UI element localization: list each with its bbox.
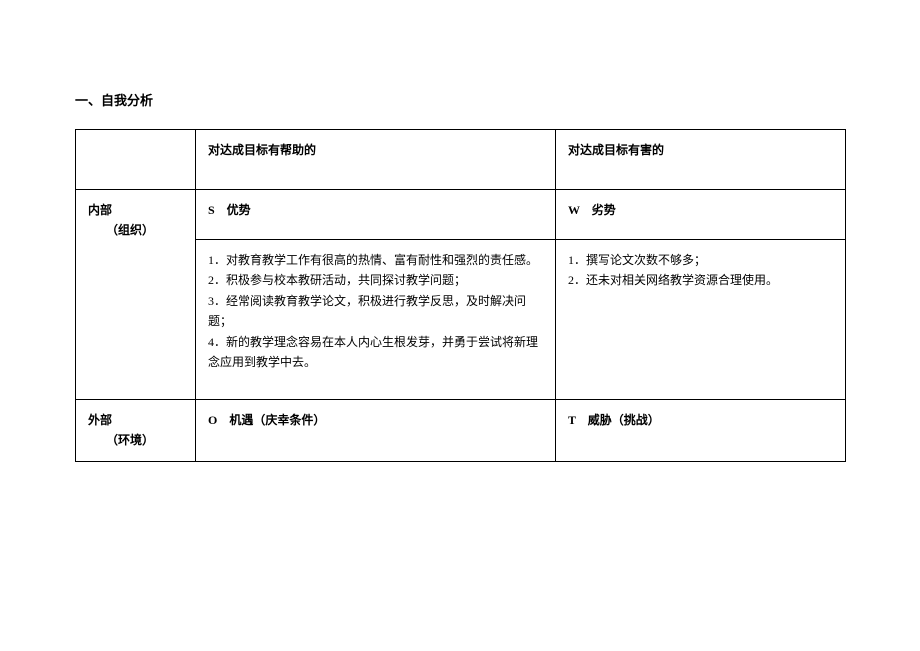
section-title: 一、自我分析 [75, 90, 845, 109]
external-label-line1: 外部 [88, 413, 112, 427]
strengths-label-cell: S 优势 [196, 190, 556, 240]
w-label: W 劣势 [568, 203, 616, 217]
internal-row-label: 内部 （组织） [76, 190, 196, 400]
strengths-content-cell: 1．对教育教学工作有很高的热情、富有耐性和强烈的责任感。 2．积极参与校本教研活… [196, 240, 556, 400]
opportunities-label-cell: O 机遇（庆幸条件） [196, 400, 556, 462]
o-label: O 机遇（庆幸条件） [208, 413, 325, 427]
header-cell-helpful: 对达成目标有帮助的 [196, 130, 556, 190]
internal-label-line2: （组织） [88, 223, 154, 237]
header-cell-harmful: 对达成目标有害的 [556, 130, 846, 190]
external-label-line2: （环境） [88, 433, 154, 447]
s-label: S 优势 [208, 203, 251, 217]
t-label: T 威胁（挑战） [568, 413, 660, 427]
header-cell-empty [76, 130, 196, 190]
w-item-1: 1．撰写论文次数不够多； [568, 250, 833, 270]
weaknesses-content-cell: 1．撰写论文次数不够多； 2．还未对相关网络教学资源合理使用。 [556, 240, 846, 400]
table-header-row: 对达成目标有帮助的 对达成目标有害的 [76, 130, 846, 190]
s-item-3: 3．经常阅读教育教学论文，积极进行教学反思，及时解决问题； [208, 291, 543, 332]
s-item-4: 4．新的教学理念容易在本人内心生根发芽，并勇于尝试将新理念应用到教学中去。 [208, 332, 543, 373]
s-item-1: 1．对教育教学工作有很高的热情、富有耐性和强烈的责任感。 [208, 250, 543, 270]
w-item-2: 2．还未对相关网络教学资源合理使用。 [568, 270, 833, 290]
threats-label-cell: T 威胁（挑战） [556, 400, 846, 462]
weaknesses-label-cell: W 劣势 [556, 190, 846, 240]
swot-table: 对达成目标有帮助的 对达成目标有害的 内部 （组织） S 优势 W 劣势 1．对… [75, 129, 846, 462]
external-row-label: 外部 （环境） [76, 400, 196, 462]
internal-label-row: 内部 （组织） S 优势 W 劣势 [76, 190, 846, 240]
external-label-row: 外部 （环境） O 机遇（庆幸条件） T 威胁（挑战） [76, 400, 846, 462]
internal-label-line1: 内部 [88, 203, 112, 217]
s-item-2: 2．积极参与校本教研活动，共同探讨教学问题； [208, 270, 543, 290]
